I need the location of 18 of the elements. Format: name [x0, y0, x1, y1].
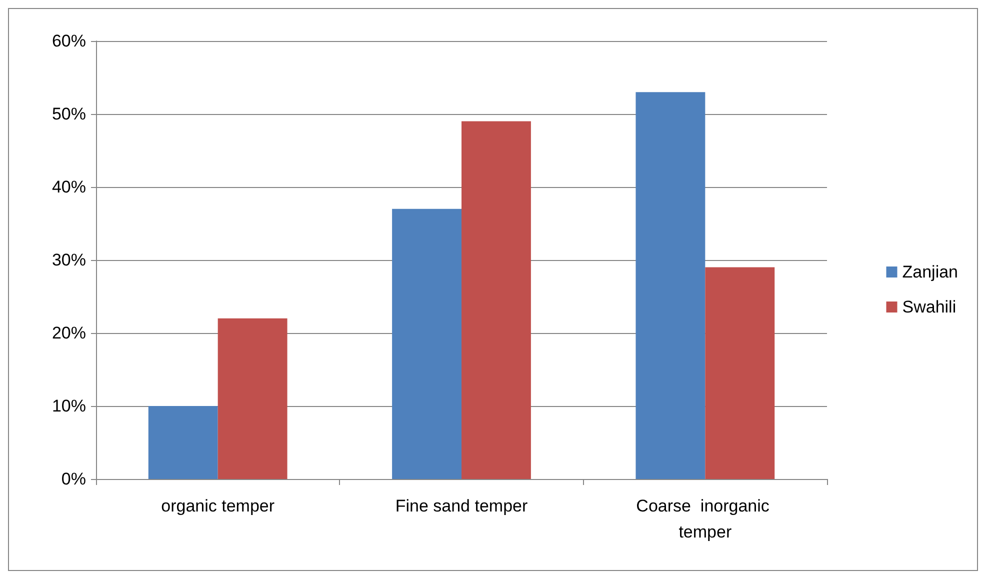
x-tick-label: Coarse inorganic temper — [636, 496, 774, 542]
y-tick-label: 40% — [52, 178, 86, 196]
bar — [218, 318, 288, 479]
bar — [392, 208, 462, 479]
y-tick-label: 30% — [52, 250, 86, 270]
x-tick-label: organic temper — [161, 496, 275, 516]
bar — [705, 267, 775, 479]
bar — [462, 121, 531, 479]
legend-label: Zanjian — [902, 262, 958, 282]
y-tick-label: 10% — [52, 396, 86, 416]
legend-label: Swahili — [902, 298, 956, 316]
y-tick-label: 60% — [52, 32, 86, 50]
x-tick-label: Fine sand temper — [395, 496, 528, 516]
bar — [148, 406, 218, 479]
y-tick-label: 20% — [52, 324, 86, 342]
y-tick-label: 0% — [61, 470, 86, 488]
y-tick-label: 50% — [52, 104, 86, 124]
bar — [636, 92, 706, 479]
